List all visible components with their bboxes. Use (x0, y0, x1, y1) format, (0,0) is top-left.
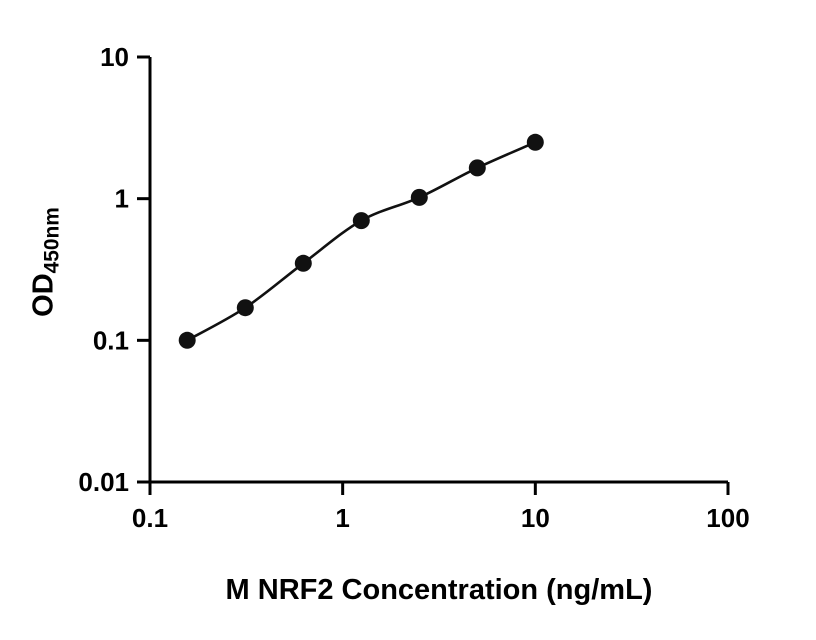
data-point (178, 331, 196, 349)
x-tick-label: 10 (521, 503, 550, 533)
data-point (294, 254, 312, 272)
y-tick-label: 1 (115, 184, 129, 214)
x-tick-label: 100 (706, 503, 749, 533)
data-point (352, 212, 370, 230)
y-tick-label: 10 (100, 42, 129, 72)
x-axis-title: M NRF2 Concentration (ng/mL) (225, 574, 653, 606)
axes (148, 57, 728, 484)
y-axis-title-main: OD (27, 273, 60, 317)
x-tick-label: 0.1 (132, 503, 168, 533)
data-point (236, 299, 254, 317)
data-point (410, 188, 428, 206)
y-tick-label: 0.01 (78, 467, 129, 497)
data-point (468, 159, 486, 177)
y-axis-title: OD450nm (28, 207, 65, 317)
y-tick-label: 0.1 (93, 325, 129, 355)
data-point (526, 133, 544, 151)
x-tick-label: 1 (335, 503, 349, 533)
y-axis-title-sub: 450nm (40, 207, 64, 274)
